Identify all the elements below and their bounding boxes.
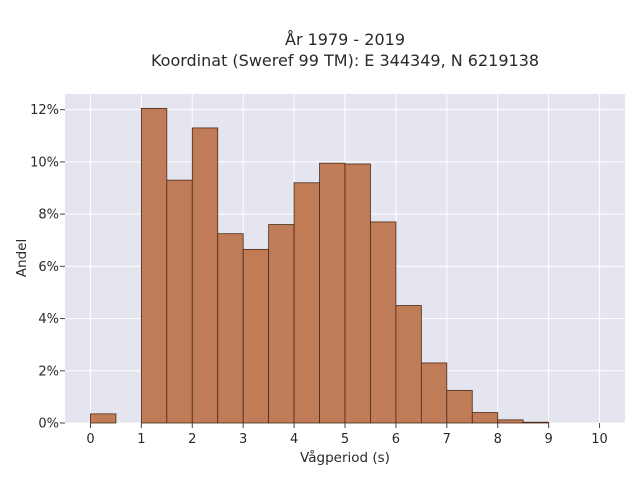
x-tick-label: 7 (443, 432, 451, 447)
x-tick-label: 1 (137, 432, 145, 447)
chart-title-line-2: Koordinat (Sweref 99 TM): E 344349, N 62… (151, 51, 539, 70)
y-axis-label: Andel (14, 239, 30, 277)
y-tick-label: 4% (38, 312, 59, 327)
histogram-bar (420, 362, 448, 424)
y-tick-label: 2% (38, 364, 59, 379)
x-tick-label: 3 (239, 432, 247, 447)
x-tick-label: 10 (591, 432, 608, 447)
histogram-bar (191, 127, 219, 424)
x-axis-label: Vågperiod (s) (300, 449, 390, 466)
x-tick-label: 0 (86, 432, 94, 447)
histogram-bar (166, 179, 193, 424)
histogram-bar (522, 421, 550, 424)
histogram-bar (140, 107, 168, 424)
y-tick-label: 10% (30, 155, 59, 170)
histogram-bar (90, 413, 117, 424)
x-tick-label: 4 (290, 432, 298, 447)
histogram-bar (242, 248, 270, 424)
histogram-bar (344, 163, 371, 424)
x-tick-label: 9 (544, 432, 552, 447)
y-tick-label: 0% (38, 417, 59, 432)
histogram-bar (268, 224, 295, 424)
histogram-bar (217, 233, 244, 424)
histogram-bar (319, 162, 346, 424)
y-axis-ticks: 0% 2% 4% 6% 8% 10% 12% (30, 103, 65, 432)
histogram-bar (471, 412, 499, 424)
bars (90, 107, 550, 424)
x-tick-label: 5 (341, 432, 349, 447)
y-tick-label: 12% (30, 103, 59, 118)
histogram-bar (446, 389, 473, 424)
x-tick-label: 6 (392, 432, 400, 447)
histogram-bar (370, 221, 397, 424)
histogram-bar (395, 305, 422, 424)
x-tick-label: 2 (188, 432, 196, 447)
x-axis-ticks: 0 1 2 3 4 5 6 7 8 9 10 (86, 423, 608, 447)
chart-title-line-1: År 1979 - 2019 (285, 30, 405, 49)
histogram-bar (293, 182, 320, 424)
y-tick-label: 8% (38, 208, 59, 223)
x-tick-label: 8 (494, 432, 502, 447)
y-tick-label: 6% (38, 260, 59, 275)
histogram-bar (497, 419, 524, 424)
